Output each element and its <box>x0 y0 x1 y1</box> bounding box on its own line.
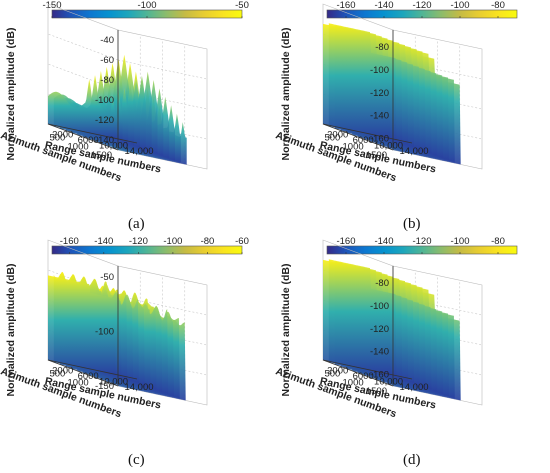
colorbar-tick-label: -80 <box>201 236 215 247</box>
x-tick-label: 2000 <box>327 130 348 141</box>
z-axis-label: Normalized amplitude (dB) <box>280 27 292 160</box>
y-tick-label: 500 <box>49 133 65 144</box>
x-tick-label: 14,000 <box>124 146 153 157</box>
surface-ribbon <box>48 79 117 139</box>
z-tick-label: -140 <box>370 347 389 358</box>
caption-c: (c) <box>128 452 145 468</box>
chart-svg: -160 -140 -120 -100 -80 -60 -50 -100 -150 2000 600… <box>0 236 249 420</box>
surface-ribbon <box>48 275 117 375</box>
x-tick-label: 6000 <box>353 371 374 382</box>
y-tick-label: 1000 <box>68 377 89 388</box>
chart-panel-a: -150 -100 -50 -40 -60 -80 -100 -120 -140 2000 6000… <box>0 0 275 236</box>
z-tick-label: -140 <box>95 135 114 146</box>
colorbar-tick-label: -100 <box>137 0 156 11</box>
x-tick-label: 6000 <box>78 371 99 382</box>
x-tick-label: 6000 <box>78 135 99 146</box>
z-axis-label: Normalized amplitude (dB) <box>5 263 17 396</box>
colorbar-tick-label: -80 <box>491 0 505 11</box>
range-axis <box>322 359 413 380</box>
x-tick-label: 14,000 <box>124 382 153 393</box>
x-tick-label: 10,000 <box>374 377 403 388</box>
y-tick-label: 1000 <box>343 141 364 152</box>
surface-ribbon <box>323 23 392 139</box>
colorbar-tick-label: -120 <box>129 236 148 247</box>
colorbar-tick-label: -100 <box>450 236 469 247</box>
z-tick-label: -120 <box>370 324 389 335</box>
azimuth-axis <box>47 123 119 151</box>
colorbar-tick-label: -120 <box>412 236 431 247</box>
colorbar-tick-label: -160 <box>336 0 355 11</box>
colorbar-tick-label: -100 <box>450 0 469 11</box>
z-tick-label: -100 <box>95 326 114 337</box>
x-tick-label: 2000 <box>52 366 73 377</box>
z-tick-label: -100 <box>370 301 389 312</box>
caption-b: (b) <box>403 216 421 232</box>
x-tick-label: 10,000 <box>99 377 128 388</box>
x-tick-label: 14,000 <box>399 146 428 157</box>
x-tick-label: 2000 <box>52 130 73 141</box>
z-tick-label: -150 <box>95 381 114 392</box>
z-tick-label: -80 <box>100 75 114 86</box>
azimuth-axis <box>47 359 119 387</box>
surface-ribbon <box>323 259 392 375</box>
y-tick-label: 1500 <box>366 150 387 161</box>
y-tick-label: 500 <box>49 369 65 380</box>
z-tick-label: -80 <box>375 42 389 53</box>
x-tick-label: 14,000 <box>399 382 428 393</box>
chart-svg: -160 -140 -120 -100 -80 -80 -100 -120 -140 -160 20… <box>275 236 518 420</box>
z-tick-label: -140 <box>370 111 389 122</box>
colorbar-tick-label: -50 <box>235 0 249 11</box>
colorbar-tick-label: -140 <box>374 0 393 11</box>
colorbar-tick-label: -160 <box>336 236 355 247</box>
y-tick-label: 500 <box>324 369 340 380</box>
range-axis <box>47 123 138 144</box>
x-tick-label: 10,000 <box>99 141 128 152</box>
x-tick-label: 2000 <box>327 366 348 377</box>
y-tick-label: 500 <box>324 133 340 144</box>
z-tick-label: -40 <box>100 35 114 46</box>
x-tick-label: 10,000 <box>374 141 403 152</box>
colorbar-tick-label: -140 <box>374 236 393 247</box>
chart-panel-b: -160 -140 -120 -100 -80 -80 -100 -120 -140 -160 20… <box>275 0 550 236</box>
z-tick-label: -50 <box>100 272 114 283</box>
colorbar-tick-label: -100 <box>163 236 182 247</box>
azimuth-axis <box>322 123 394 151</box>
colorbar-tick-label: -60 <box>235 236 249 247</box>
x-tick-label: 6000 <box>353 135 374 146</box>
colorbar-tick-label: -160 <box>60 236 79 247</box>
colorbar-tick-label: -80 <box>491 236 505 247</box>
azimuth-axis <box>322 359 394 387</box>
z-tick-label: -120 <box>95 115 114 126</box>
z-tick-label: -100 <box>370 65 389 76</box>
z-axis-label: Normalized amplitude (dB) <box>280 263 292 396</box>
colorbar <box>51 245 243 255</box>
z-tick-label: -160 <box>370 370 389 381</box>
range-axis <box>322 123 413 144</box>
z-axis-label: Normalized amplitude (dB) <box>5 27 17 160</box>
z-tick-label: -120 <box>370 88 389 99</box>
grid-line <box>47 33 119 61</box>
chart-panel-d: -160 -140 -120 -100 -80 -80 -100 -120 -140 -160 20… <box>275 236 550 472</box>
z-tick-label: -160 <box>370 134 389 145</box>
y-tick-label: 1500 <box>366 386 387 397</box>
caption-d: (d) <box>403 452 421 468</box>
chart-svg: -160 -140 -120 -100 -80 -80 -100 -120 -140 -160 20… <box>275 0 518 184</box>
chart-panel-c: -160 -140 -120 -100 -80 -60 -50 -100 -150 2000 600… <box>0 236 275 472</box>
y-tick-label: 1000 <box>343 377 364 388</box>
range-axis <box>47 359 138 380</box>
y-tick-label: 1500 <box>91 150 112 161</box>
caption-a: (a) <box>128 216 145 232</box>
z-tick-label: -100 <box>95 95 114 106</box>
colorbar-tick-label: -120 <box>412 0 431 11</box>
colorbar-tick-label: -140 <box>94 236 113 247</box>
z-tick-label: -80 <box>375 278 389 289</box>
z-tick-label: -60 <box>100 55 114 66</box>
y-tick-label: 1000 <box>68 141 89 152</box>
